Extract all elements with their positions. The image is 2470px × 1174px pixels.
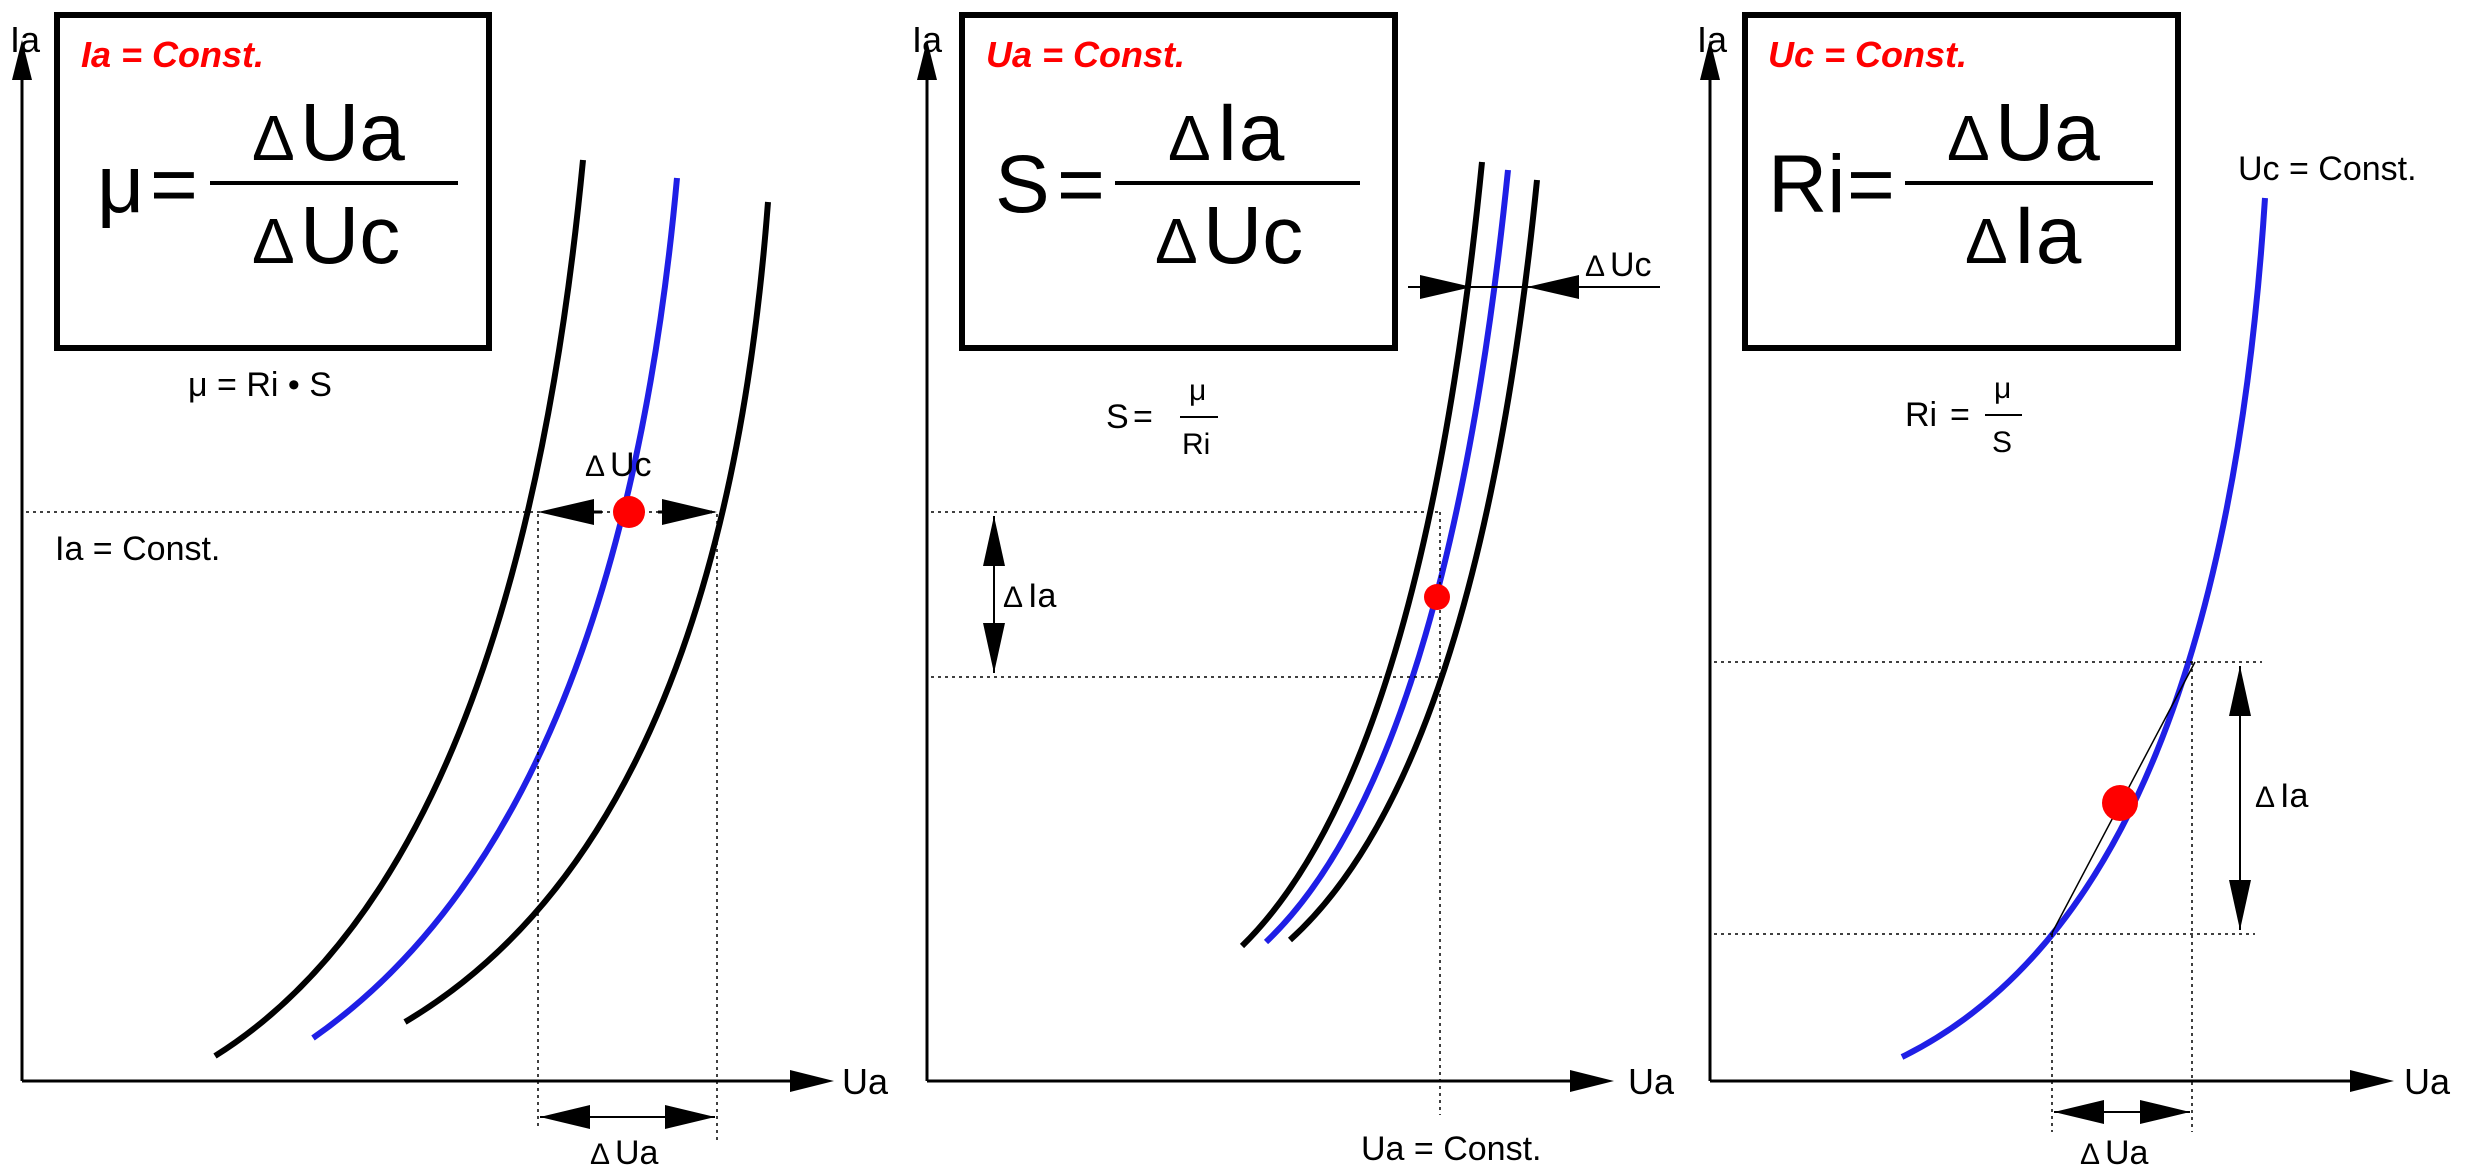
delta-uc-label: Uc xyxy=(1610,246,1652,284)
relation-denominator: Ri xyxy=(1182,428,1210,461)
delta-icon: Δ xyxy=(252,102,295,174)
relation-text: μ = Ri • S xyxy=(188,366,332,404)
curve-right xyxy=(403,201,771,1025)
formula-box xyxy=(1742,12,2181,351)
formula-numerator: Ia xyxy=(1216,87,1285,178)
arrow-head xyxy=(662,499,717,525)
delta-ua-label: Ua xyxy=(2105,1134,2149,1172)
x-axis-label: Ua xyxy=(2404,1061,2451,1102)
arrow-head xyxy=(2054,1100,2104,1124)
formula-denominator: Ia xyxy=(2013,190,2082,281)
equals-sign: = xyxy=(1950,396,1970,434)
arrow-head xyxy=(983,623,1005,673)
y-axis-arrow xyxy=(917,40,937,80)
const-label: Ia = Const. xyxy=(55,530,220,568)
curve-left xyxy=(1239,161,1485,949)
delta-icon: Δ xyxy=(2255,781,2275,814)
delta-icon: Δ xyxy=(252,205,295,277)
formula-denominator: Uc xyxy=(1203,190,1303,281)
curve-active xyxy=(1900,197,2268,1060)
arrow-head xyxy=(1420,275,1472,299)
y-axis-arrow xyxy=(1700,40,1720,80)
arrow-head xyxy=(2140,1100,2190,1124)
equals-sign: = xyxy=(1133,398,1153,436)
operating-point xyxy=(613,496,645,528)
relation-fraction: Ri = μ S xyxy=(1905,372,2022,459)
relation-numerator: μ xyxy=(1994,372,2011,405)
arrow-head xyxy=(2229,880,2251,930)
arrow-head xyxy=(983,516,1005,566)
y-axis-label: Ia xyxy=(10,19,41,60)
x-axis-label: Ua xyxy=(1628,1061,1675,1102)
relation-fraction: S = μ Ri xyxy=(1106,374,1218,461)
formula-lhs: S xyxy=(995,139,1050,230)
condition-label: Ia = Const. xyxy=(81,34,264,75)
delta-icon: Δ xyxy=(590,1138,610,1171)
formula-numerator: Ua xyxy=(1995,87,2100,178)
equals-sign: = xyxy=(1847,139,1895,230)
equals-sign: = xyxy=(150,139,198,230)
condition-label: Uc = Const. xyxy=(1768,34,1967,75)
relation-lhs: Ri xyxy=(1905,396,1937,434)
formula-box xyxy=(54,12,492,351)
formula-lhs: μ xyxy=(97,139,144,230)
arrow-head xyxy=(665,1105,715,1129)
relation-lhs: S xyxy=(1106,398,1129,436)
curve-left xyxy=(213,159,586,1059)
delta-ua-label: Ua xyxy=(615,1134,659,1172)
panel-ri: Ia Ua Uc = Const. Ri = Δ Ua Δ Ia Ri = μ … xyxy=(1697,12,2451,1172)
equals-sign: = xyxy=(1057,139,1105,230)
delta-icon: Δ xyxy=(1003,581,1023,614)
relation-numerator: μ xyxy=(1189,374,1206,407)
x-axis-arrow xyxy=(2350,1070,2394,1092)
arrow-head xyxy=(538,499,594,525)
panel-mu: Ia Ua Ia = Const. μ = Δ Ua Δ Uc μ = Ri •… xyxy=(10,12,889,1172)
panel-s: Ia Ua Ua = Const. S = Δ Ia Δ Uc S = μ Ri… xyxy=(912,12,1675,1168)
y-axis-label: Ia xyxy=(912,19,943,60)
arrow-head xyxy=(2229,666,2251,716)
arrow-head xyxy=(1527,275,1579,299)
delta-icon: Δ xyxy=(1947,102,1990,174)
formula-denominator: Uc xyxy=(300,190,400,281)
x-axis-label: Ua xyxy=(842,1061,889,1102)
formula-lhs: Ri xyxy=(1768,139,1845,230)
y-axis-label: Ia xyxy=(1697,19,1728,60)
curve-active xyxy=(1263,169,1511,945)
delta-icon: Δ xyxy=(585,450,605,483)
delta-ia-label: Ia xyxy=(1028,577,1056,615)
arrow-head xyxy=(540,1105,590,1129)
curve-active xyxy=(311,177,680,1041)
formula-numerator: Ua xyxy=(300,87,405,178)
condition-label: Ua = Const. xyxy=(986,34,1185,75)
formula-box xyxy=(959,12,1398,351)
curve-right xyxy=(1287,179,1540,943)
y-axis-arrow xyxy=(12,40,32,80)
delta-icon: Δ xyxy=(1155,205,1198,277)
operating-point xyxy=(1424,584,1450,610)
curve-label: Uc = Const. xyxy=(2238,150,2417,188)
const-label: Ua = Const. xyxy=(1361,1130,1541,1168)
delta-ia-label: Ia xyxy=(2280,777,2308,815)
delta-icon: Δ xyxy=(1965,205,2008,277)
delta-icon: Δ xyxy=(1168,102,1211,174)
x-axis-arrow xyxy=(1570,1070,1614,1092)
x-axis-arrow xyxy=(790,1070,834,1092)
operating-point xyxy=(2102,785,2138,821)
delta-icon: Δ xyxy=(1585,250,1605,283)
delta-icon: Δ xyxy=(2080,1138,2100,1171)
delta-uc-label: Uc xyxy=(610,446,652,484)
relation-denominator: S xyxy=(1992,426,2012,459)
